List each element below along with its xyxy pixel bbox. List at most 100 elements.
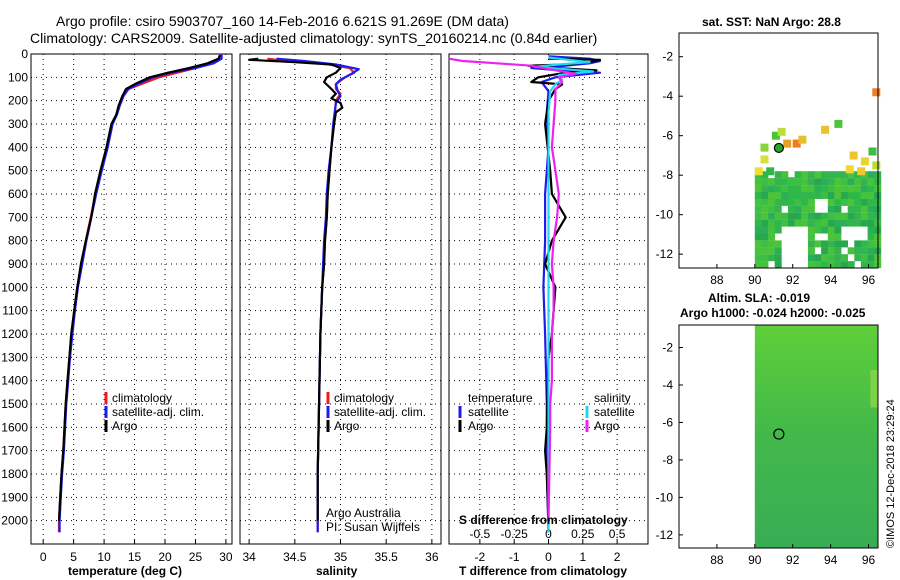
- sst-cell: [834, 192, 842, 199]
- series-line-satellite-adj-clim-: [58, 54, 223, 533]
- x-tick-label: 15: [128, 550, 142, 564]
- sst-cell: [774, 198, 782, 206]
- sst-cell: [868, 147, 877, 156]
- sst-cell: [872, 161, 881, 170]
- sst-cell: [821, 240, 829, 248]
- sst-cell: [801, 198, 809, 206]
- sst-cell: [768, 247, 776, 255]
- sst-cell: [821, 212, 829, 220]
- sst-cell: [814, 212, 822, 220]
- sst-cell: [841, 261, 848, 269]
- series-line-salinity-satellite: [533, 56, 595, 533]
- sst-cell: [781, 219, 789, 227]
- sla-map-frame: [678, 324, 879, 549]
- sst-cell: [788, 212, 795, 220]
- sst-argo-position-marker: [773, 142, 784, 154]
- sst-cell: [854, 247, 862, 255]
- x-tick-label: 35.5: [375, 550, 399, 564]
- s-diff-tick-label: 0.25: [571, 527, 595, 541]
- y-tick-label: 1100: [2, 304, 28, 318]
- sst-cell: [827, 171, 835, 179]
- sst-cell: [754, 226, 762, 234]
- sst-cell: [754, 205, 762, 213]
- s-diff-tick-label: 0: [545, 527, 552, 541]
- sst-cell: [841, 178, 848, 186]
- sst-cell: [860, 192, 868, 199]
- sst-cell: [834, 205, 842, 213]
- sst-cell: [754, 233, 762, 241]
- legend-label-temp-satellite: satellite: [468, 405, 509, 419]
- sst-cell: [841, 185, 848, 193]
- sst-cell: [801, 212, 809, 220]
- map-y-tick-label: -8: [662, 168, 673, 182]
- sst-cell: [781, 185, 789, 193]
- sst-cell: [834, 226, 842, 234]
- sst-cell: [847, 247, 855, 255]
- sst-cell: [768, 192, 776, 199]
- sst-cell: [834, 261, 842, 269]
- y-tick-label: 900: [8, 257, 28, 271]
- sst-map-panel: sat. SST: NaN Argo: 28.8 88 90 92 94 96 -2 -4…: [656, 15, 882, 287]
- sst-cell: [821, 178, 829, 186]
- map-y-tick-label: -2: [662, 50, 673, 64]
- sst-cell: [801, 171, 809, 179]
- sst-cell: [827, 240, 835, 248]
- sst-cell: [867, 254, 875, 262]
- map-y-tick-label: -6: [662, 415, 673, 429]
- sst-cell: [827, 226, 835, 234]
- x-tick-label: 25: [189, 550, 203, 564]
- series-line-temperature-argo: [526, 57, 602, 521]
- sst-cell: [847, 178, 855, 186]
- sst-cell: [754, 198, 762, 206]
- series-line-argo: [57, 54, 221, 521]
- y-tick-label: 1000: [1, 280, 28, 294]
- x-tick-label: 1: [579, 550, 586, 564]
- sst-cell: [867, 261, 875, 269]
- sst-cell: [860, 212, 868, 220]
- x-tick-label: 0: [40, 550, 47, 564]
- difference-legend: temperature satellite Argo salinity sate…: [458, 391, 635, 433]
- salinity-xlabel: salinity: [316, 564, 358, 578]
- sst-cell: [854, 198, 862, 206]
- y-tick-label: 1800: [1, 467, 28, 481]
- x-tick-label: 30: [219, 550, 233, 564]
- sst-cell: [768, 219, 776, 227]
- sst-cell: [781, 212, 789, 220]
- sst-cell: [774, 212, 782, 220]
- imos-timestamp: ©IMOS 12-Dec-2018 23:29:24: [885, 399, 897, 548]
- sst-cell: [867, 226, 875, 234]
- sst-cell: [761, 233, 769, 241]
- sst-cell: [761, 192, 769, 199]
- sst-cell: [814, 240, 822, 248]
- map-y-tick-label: -2: [662, 340, 673, 354]
- sst-cell: [794, 185, 802, 193]
- sst-cell: [768, 226, 776, 234]
- sst-cell: [834, 212, 842, 220]
- sla-map-panel: Altim. SLA: -0.019 Argo h1000: -0.024 h2…: [656, 291, 879, 567]
- sst-cell: [854, 185, 862, 193]
- sst-cell: [794, 178, 802, 186]
- series-line-salinity-argo: [448, 57, 578, 521]
- sst-cell: [807, 254, 815, 262]
- sst-cell: [774, 247, 782, 255]
- map-y-tick-label: -4: [662, 89, 673, 103]
- sst-cell: [774, 261, 782, 269]
- sst-cell: [783, 139, 792, 148]
- sst-cell: [860, 205, 868, 213]
- sst-cell: [821, 247, 829, 255]
- legend-header-salinity: salinity: [594, 391, 631, 405]
- sst-cell: [867, 233, 875, 241]
- sst-cell: [807, 212, 815, 220]
- x-tick-label: -2: [475, 550, 486, 564]
- salinity-panel: 34 34.5 35 35.5 36 salinity climatology sate…: [239, 53, 442, 578]
- sst-cell: [814, 192, 822, 199]
- sst-cell: [867, 192, 875, 199]
- sst-cell: [860, 240, 868, 248]
- x-tick-label: -1: [509, 550, 520, 564]
- legend-label-sal-argo: Argo: [594, 419, 620, 433]
- s-diff-tick-label: -0.5: [470, 527, 491, 541]
- sst-cell: [867, 185, 875, 193]
- sst-cell: [768, 212, 776, 220]
- sst-cell: [867, 219, 875, 227]
